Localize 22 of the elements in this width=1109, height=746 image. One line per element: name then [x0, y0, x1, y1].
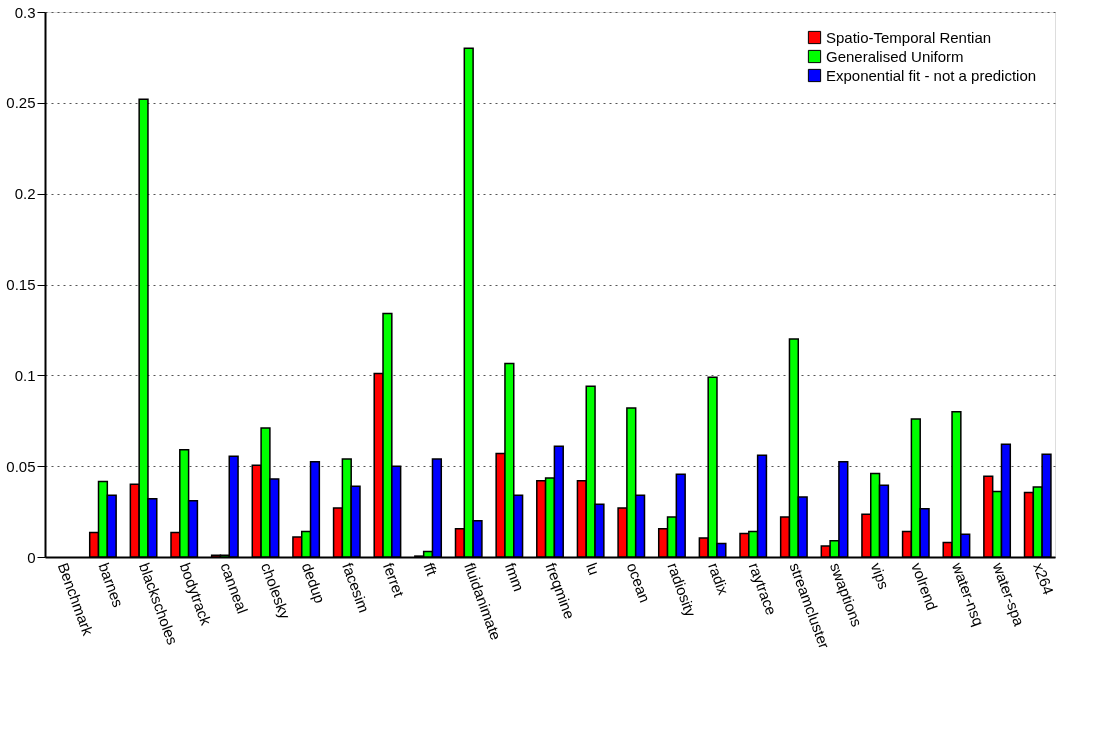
y-tick-label: 0.25 — [6, 94, 36, 112]
x-tick-label: dedup — [298, 560, 329, 606]
legend-label: Spatio-Temporal Rentian — [826, 28, 992, 46]
x-tick-label: raytrace — [745, 560, 781, 618]
legend-label: Exponential fit - not a prediction — [826, 66, 1037, 84]
x-tick-label: fmm — [501, 560, 528, 594]
x-tick-label: x264 — [1030, 560, 1058, 597]
y-tick-label: 0.1 — [14, 366, 36, 384]
x-tick-label: ocean — [623, 560, 654, 605]
y-tick-label: 0.3 — [14, 3, 36, 21]
x-tick-label: facesim — [339, 560, 373, 615]
y-tick-label: 0.2 — [14, 185, 36, 203]
legend-label: Generalised Uniform — [826, 47, 964, 65]
y-tick-label: 0.05 — [6, 457, 36, 475]
x-tick-label: fft — [420, 560, 441, 579]
x-tick-label: radix — [705, 560, 733, 598]
x-tick-label: ferret — [379, 560, 409, 600]
x-tick-label: lu — [583, 560, 604, 578]
x-tick-label: barnes — [95, 560, 128, 610]
y-tick-label: 0.15 — [6, 276, 36, 293]
x-tick-label: vips — [867, 560, 893, 592]
y-tick-label: 0 — [27, 548, 36, 566]
